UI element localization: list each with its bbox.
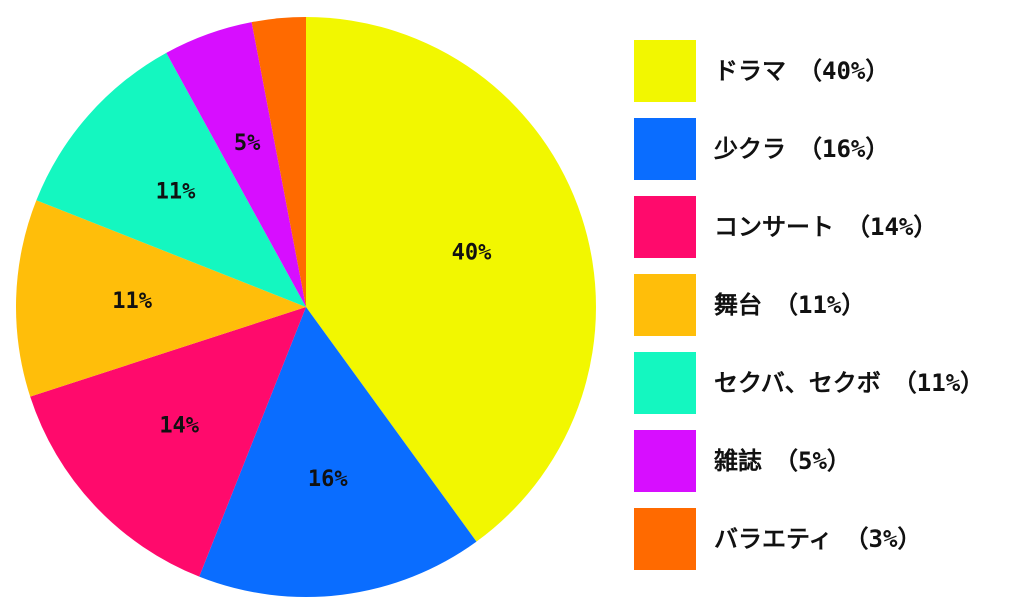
legend-swatch — [634, 274, 696, 336]
legend-swatch — [634, 118, 696, 180]
legend-label: 少クラ （16%） — [714, 133, 889, 165]
legend-label: セクバ、セクボ （11%） — [714, 367, 984, 399]
legend-swatch — [634, 430, 696, 492]
legend-swatch — [634, 508, 696, 570]
legend-label: 雑誌 （5%） — [714, 445, 851, 477]
pie-slices — [16, 17, 596, 597]
legend-item: 少クラ （16%） — [634, 118, 1014, 180]
slice-data-label: 40% — [452, 241, 492, 266]
legend-label: 舞台 （11%） — [714, 289, 865, 321]
legend-label: ドラマ （40%） — [714, 55, 889, 87]
legend-label: バラエティ （3%） — [714, 523, 921, 555]
legend-item: 舞台 （11%） — [634, 274, 1014, 336]
legend-item: セクバ、セクボ （11%） — [634, 352, 1014, 414]
slice-data-label: 11% — [112, 289, 152, 314]
slice-data-label: 5% — [234, 131, 261, 156]
slice-data-label: 16% — [308, 467, 348, 492]
legend-swatch — [634, 352, 696, 414]
legend-item: バラエティ （3%） — [634, 508, 1014, 570]
legend-item: コンサート （14%） — [634, 196, 1014, 258]
legend: ドラマ （40%） 少クラ （16%） コンサート （14%） 舞台 （11%） セクバ… — [634, 40, 1014, 586]
legend-swatch — [634, 40, 696, 102]
legend-label: コンサート （14%） — [714, 211, 937, 243]
legend-swatch — [634, 196, 696, 258]
legend-item: 雑誌 （5%） — [634, 430, 1014, 492]
slice-data-label: 14% — [159, 414, 199, 439]
slice-data-label: 11% — [156, 179, 196, 204]
legend-item: ドラマ （40%） — [634, 40, 1014, 102]
